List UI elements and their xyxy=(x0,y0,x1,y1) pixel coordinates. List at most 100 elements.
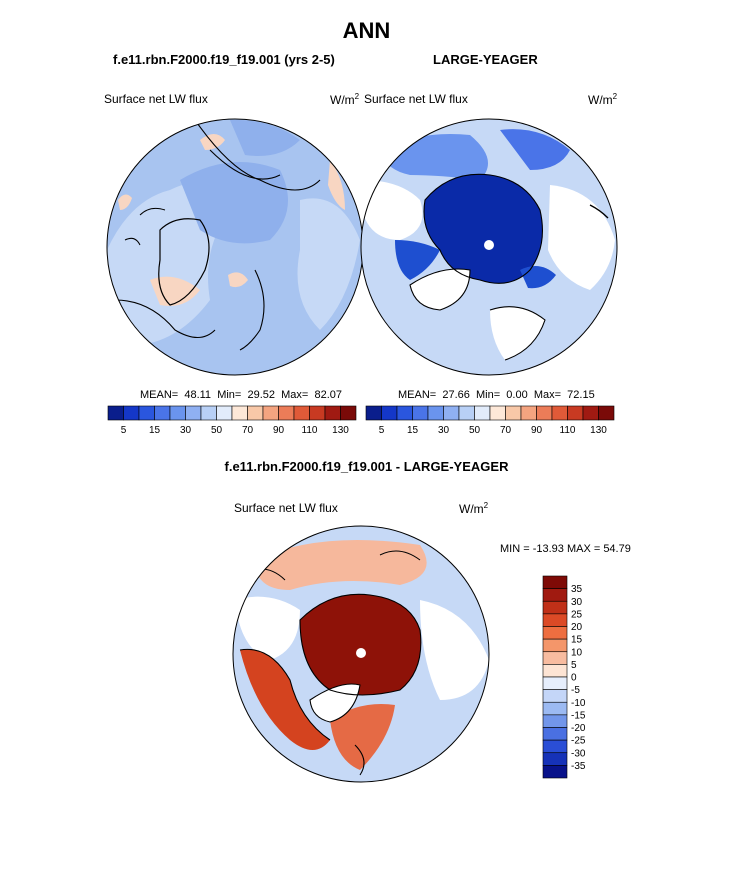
panel1-coastline xyxy=(114,269,265,351)
panel1-colorbar-swatch xyxy=(324,405,341,421)
panel2-coastline xyxy=(489,306,546,361)
panel1-light-region xyxy=(297,198,360,330)
panel3-boundary xyxy=(232,525,490,783)
panel1-colorbar-tick-label: 70 xyxy=(242,425,254,436)
panel2-land xyxy=(548,185,615,290)
panel1-colorbar-swatch xyxy=(107,405,124,421)
panel2-colorbar-tick-label: 5 xyxy=(379,425,385,436)
panel3-pole-marker xyxy=(356,648,366,658)
panel3-colorbar-swatch xyxy=(542,664,568,678)
panel3-colorbar-swatch xyxy=(542,739,568,754)
panel3-colorbar-tick-label: 15 xyxy=(571,635,583,646)
panel1-colorbar-tick-label: 30 xyxy=(180,425,192,436)
panel2-pole-marker xyxy=(484,240,494,250)
panel2-units: W/m2 xyxy=(588,92,618,107)
panel3-colorbar-tick-label: 0 xyxy=(571,673,577,684)
panel2-greenland xyxy=(410,269,470,310)
panel3-coastline xyxy=(309,683,361,723)
panel3-minmax: MIN = -13.93 MAX = 54.79 xyxy=(500,543,631,555)
panel1-colorbar-swatch xyxy=(138,405,155,421)
panel3-colorbar-tick-label: -35 xyxy=(571,761,586,772)
panel3-colorbar-swatch xyxy=(542,714,568,728)
panel1-colorbar-swatch xyxy=(154,405,171,421)
case-label: f.e11.rbn.F2000.f19_f19.001 (yrs 2-5) xyxy=(113,52,335,67)
figure-title: ANN xyxy=(342,18,391,43)
panel1-warm-spot xyxy=(200,134,225,150)
panel2-coastline xyxy=(589,204,609,219)
panel2-colorbar-swatch xyxy=(443,405,460,421)
panel3-colorbar-tick-label: 30 xyxy=(571,597,583,608)
panel1-warm-spot xyxy=(228,272,248,288)
panel2-land xyxy=(490,306,545,360)
panel3-colorbar-swatch xyxy=(542,626,568,640)
panel1-darker-region xyxy=(230,119,300,156)
panel1-coastline xyxy=(194,119,321,191)
panel1-darker-region xyxy=(180,162,288,244)
panel1-colorbar-swatch xyxy=(293,405,310,421)
panel2-colorbar-tick-label: 30 xyxy=(438,425,450,436)
panel2-colorbar-tick-label: 50 xyxy=(469,425,481,436)
panel2-title: Surface net LW flux xyxy=(364,92,468,106)
panel3-colorbar-swatch xyxy=(542,600,568,615)
panel1-stats: MEAN= 48.11 Min= 29.52 Max= 82.07 xyxy=(140,389,342,401)
diff-title: f.e11.rbn.F2000.f19_f19.001 - LARGE-YEAG… xyxy=(224,459,509,474)
panel3-title: Surface net LW flux xyxy=(234,501,338,515)
panel3-colorbar-tick-label: -30 xyxy=(571,748,586,759)
panel3-colorbar-swatch xyxy=(542,575,568,589)
panel1-colorbar-swatch xyxy=(123,405,140,421)
panel3-land xyxy=(235,596,300,660)
panel3-colorbar-swatch xyxy=(542,727,568,741)
panel2-colorbar-tick-label: 15 xyxy=(407,425,419,436)
panel2-colorbar-swatch xyxy=(427,405,444,421)
panel3-colorbar-tick-label: 35 xyxy=(571,584,583,595)
panel2-colorbar-swatch xyxy=(396,405,413,421)
panel3-colorbar-swatch xyxy=(542,689,568,703)
panel2-stats: MEAN= 27.66 Min= 0.00 Max= 72.15 xyxy=(398,389,595,401)
panel3-colorbar-tick-label: -25 xyxy=(571,736,586,747)
panel3-warm-coast xyxy=(330,704,395,770)
panel1-colorbar-swatch xyxy=(169,405,186,421)
panel1-colorbar-swatch xyxy=(278,405,295,421)
panel3-warm-coast xyxy=(240,649,330,750)
panel3-colorbar-tick-label: -10 xyxy=(571,698,586,709)
panel1-colorbar-tick-label: 50 xyxy=(211,425,223,436)
panel2-colorbar-swatch xyxy=(474,405,491,421)
panel1-colorbar-swatch xyxy=(262,405,279,421)
panel1-colorbar-tick-label: 110 xyxy=(302,425,318,436)
panel1-colorbar-swatch xyxy=(200,405,217,421)
panel3-colorbar-tick-label: 10 xyxy=(571,647,583,658)
panel2-colorbar-swatch xyxy=(505,405,522,421)
panel3-units: W/m2 xyxy=(459,501,489,516)
panel2-arctic-edge xyxy=(395,240,440,280)
panel3-arctic-high xyxy=(300,594,421,695)
panel1-warm-spot xyxy=(118,194,132,210)
panel2-colorbar-tick-label: 90 xyxy=(531,425,543,436)
panel2-colorbar-swatch xyxy=(582,405,599,421)
panel2-mid-blue xyxy=(500,129,570,170)
panel1-colorbar-swatch xyxy=(231,405,248,421)
panel3-colorbar-swatch xyxy=(542,613,568,627)
panel3-colorbar-swatch xyxy=(542,765,568,779)
panel1-coastline xyxy=(158,218,210,306)
panel3-colorbar-swatch xyxy=(542,676,568,690)
panel1-colorbar-tick-label: 130 xyxy=(332,425,349,436)
panel2-coastline xyxy=(409,268,471,311)
panel1-colorbar-swatch xyxy=(216,405,233,421)
panel3-colorbar-swatch xyxy=(542,638,568,653)
panel1-colorbar-swatch xyxy=(247,405,264,421)
panel3-colorbar-tick-label: 20 xyxy=(571,622,583,633)
panel3-land xyxy=(420,600,489,700)
panel1-units: W/m2 xyxy=(330,92,360,107)
panel2-colorbar-swatch xyxy=(489,405,506,421)
panel2-colorbar-tick-label: 130 xyxy=(590,425,607,436)
panel1-title: Surface net LW flux xyxy=(104,92,208,106)
panel3-colorbar-swatch xyxy=(542,651,568,665)
panel1-colorbar-tick-label: 5 xyxy=(121,425,127,436)
panel3-colorbar-swatch xyxy=(542,752,568,766)
panel3-coastline xyxy=(239,648,365,776)
panel2-colorbar-swatch xyxy=(551,405,568,421)
panel2-colorbar-tick-label: 70 xyxy=(500,425,512,436)
panel2-colorbar-swatch xyxy=(381,405,398,421)
